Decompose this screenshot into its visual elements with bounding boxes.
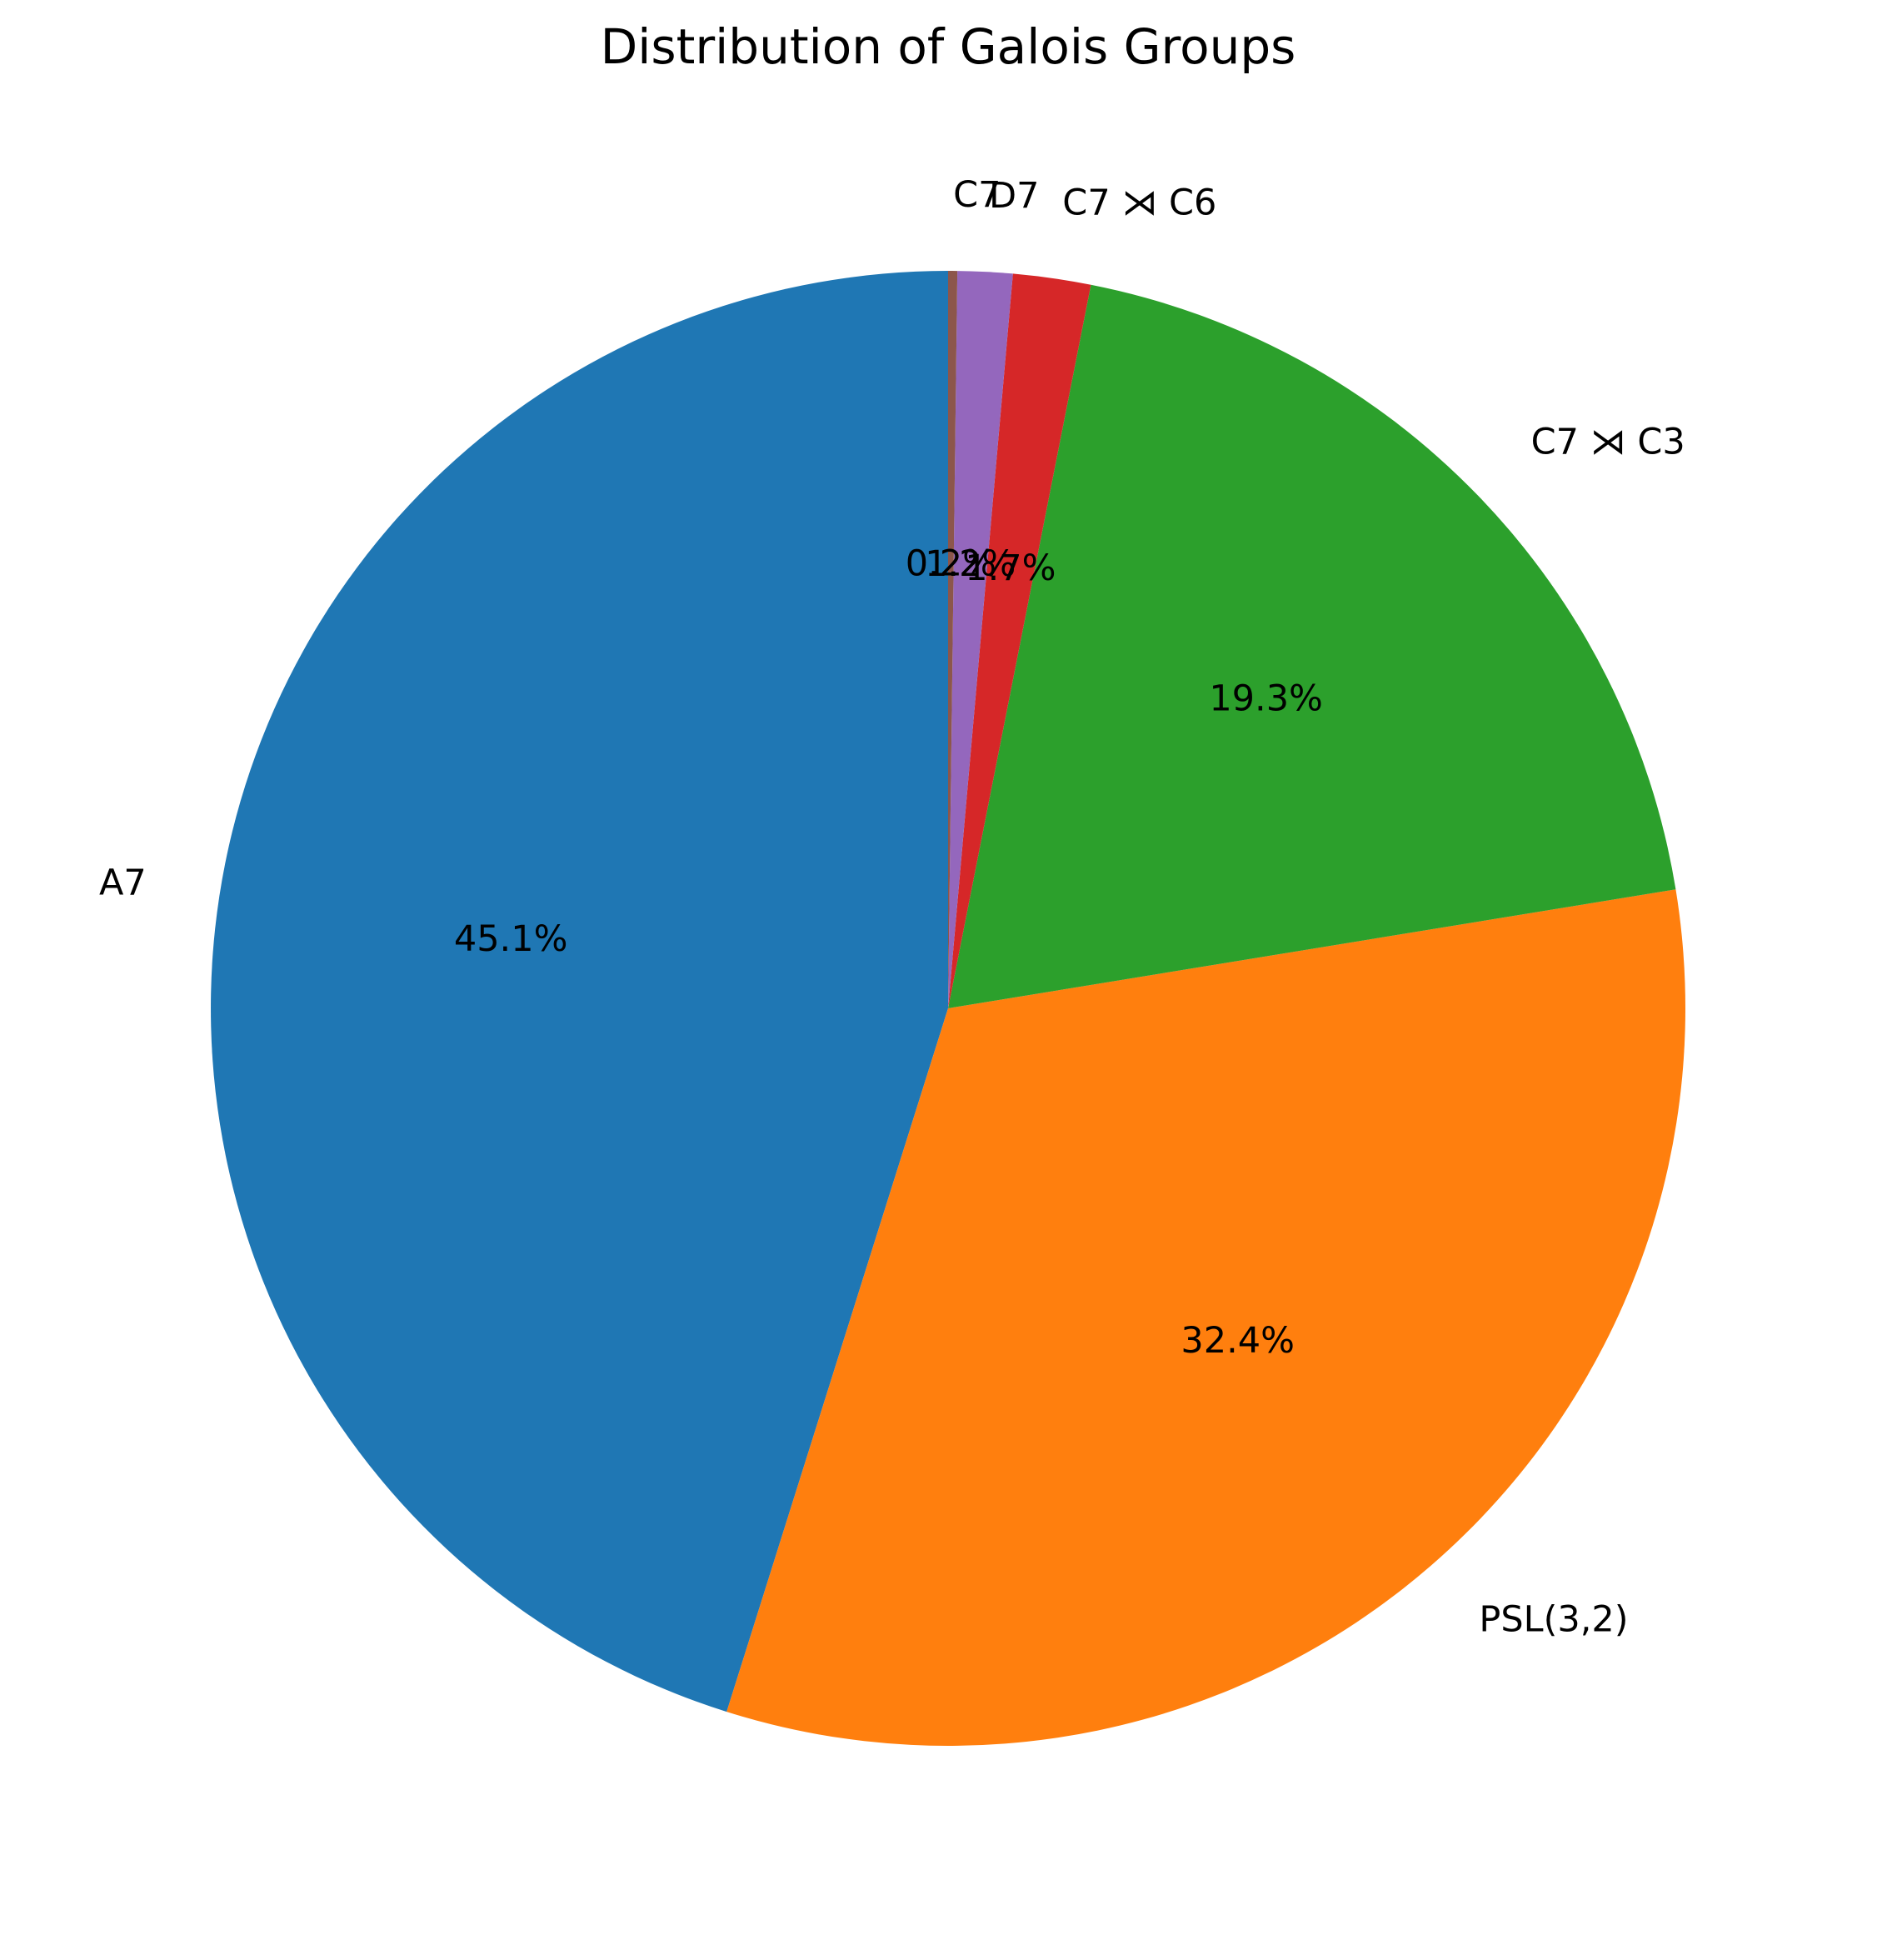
slice-pct-c7-c3: 19.3% (1209, 678, 1323, 719)
pie-labels: A7 45.1% PSL(3,2) 32.4% C7 ⋊ C3 19.3% C7 ⋊ C6 1… (99, 174, 1685, 1640)
slice-label-psl-3-2: PSL(3,2) (1479, 1598, 1628, 1640)
slice-label-c7-c3: C7 ⋊ C3 (1531, 422, 1685, 463)
slice-pct-c7: 0.2% (906, 543, 996, 585)
pie-slice-a7 (211, 271, 948, 1712)
slice-pct-c7-c6: 1.7% (965, 548, 1056, 589)
pie-slice-psl-3-2 (726, 889, 1685, 1746)
pie-slice-c7-c6 (948, 273, 1091, 1008)
pie-slice-c7-c3 (948, 284, 1676, 1008)
slice-label-c7-c6: C7 ⋊ C6 (1062, 182, 1216, 224)
slice-pct-d7: 1.2% (925, 543, 1016, 585)
chart-title: Distribution of Galois Groups (601, 18, 1296, 75)
pie-slice-d7 (948, 271, 1013, 1008)
pie-slices (211, 271, 1685, 1746)
pie-slice-c7 (948, 271, 958, 1008)
slice-label-c7: C7 (953, 174, 1001, 216)
slice-pct-a7: 45.1% (454, 918, 568, 960)
slice-label-a7: A7 (99, 862, 147, 904)
slice-pct-psl-3-2: 32.4% (1181, 1320, 1295, 1362)
slice-label-d7: D7 (989, 175, 1039, 217)
